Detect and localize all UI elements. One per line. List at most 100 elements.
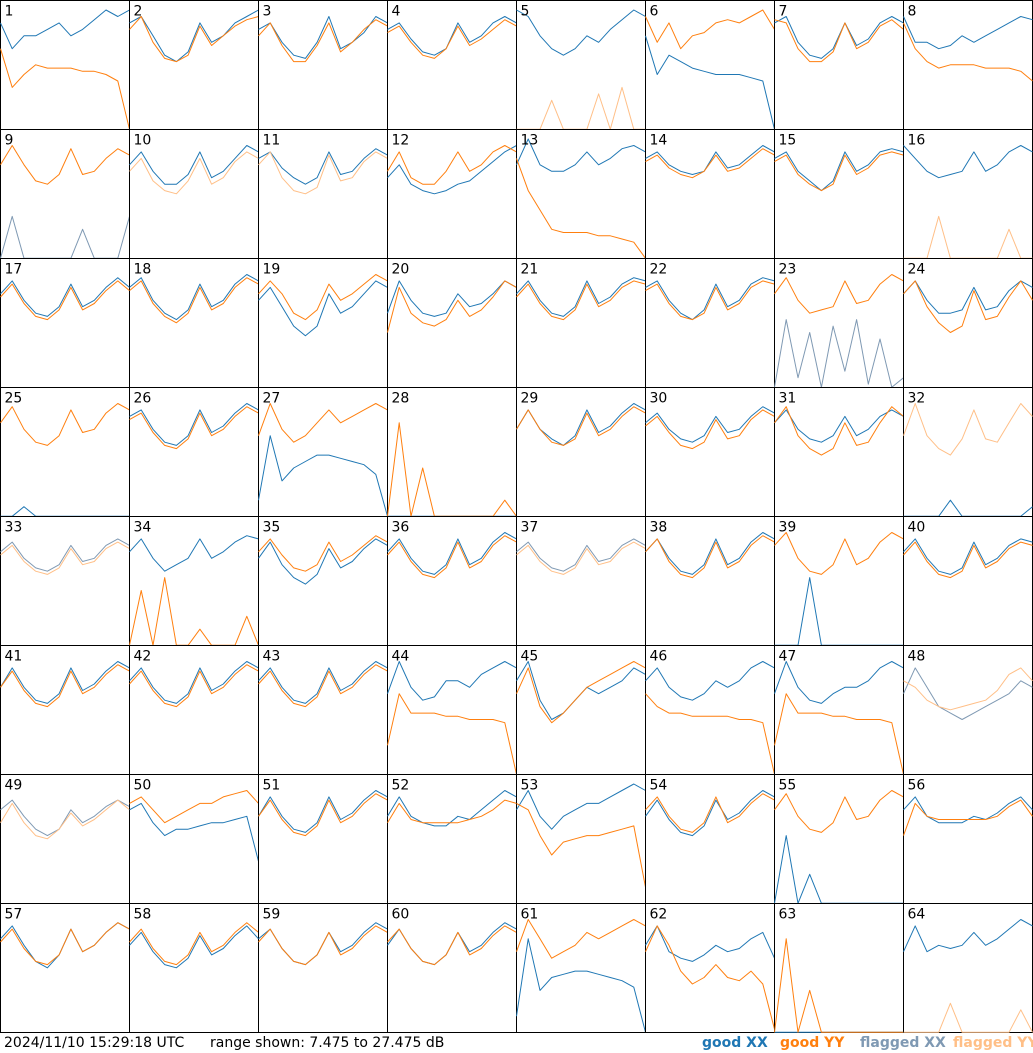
spectrum-trace	[645, 793, 775, 833]
panel-number: 14	[650, 133, 668, 149]
spectrum-trace	[0, 277, 130, 317]
panel-number: 57	[5, 907, 23, 923]
spectrum-trace	[387, 790, 517, 827]
panel-frame	[903, 903, 1033, 1033]
spectrum-trace	[645, 535, 775, 579]
spectrum-trace	[0, 922, 130, 966]
panel-frame	[774, 516, 904, 646]
spectrum-trace	[774, 148, 904, 192]
spectrum-trace	[0, 541, 130, 575]
panel-frame	[903, 645, 1033, 775]
panel-frame	[387, 387, 517, 517]
spectrum-trace	[258, 16, 388, 59]
panel-number: 9	[5, 133, 14, 149]
spectrum-trace	[129, 925, 259, 969]
panel-number: 17	[5, 262, 23, 278]
spectrum-trace	[516, 919, 646, 959]
spectrum-trace	[387, 799, 517, 824]
spectrum-trace	[645, 35, 775, 130]
panel-number: 22	[650, 262, 668, 278]
panel-frame	[129, 516, 259, 646]
spectrum-trace	[258, 925, 388, 966]
range-text: range shown: 7.475 to 27.475 dB	[210, 1035, 444, 1051]
spectrum-trace	[387, 925, 517, 966]
spectrum-trace	[258, 664, 388, 708]
spectrum-trace	[0, 9, 130, 50]
panel-frame	[516, 387, 646, 517]
panel-frame	[516, 516, 646, 646]
panel-number: 19	[263, 262, 281, 278]
spectrum-trace	[129, 664, 259, 708]
spectrum-trace	[387, 145, 517, 185]
spectrum-trace	[645, 925, 775, 962]
spectrum-trace	[516, 938, 646, 1033]
panel-number: 41	[5, 649, 23, 665]
spectrum-trace	[129, 9, 259, 63]
panel-number: 51	[263, 778, 281, 794]
panel-frame	[516, 774, 646, 904]
spectrum-trace	[0, 799, 130, 837]
panel-number: 33	[5, 520, 23, 536]
spectrum-trace	[903, 541, 1033, 579]
panel-number: 35	[263, 520, 281, 536]
panel-frame	[516, 258, 646, 388]
timestamp: 2024/11/10 15:29:18 UTC	[4, 1035, 184, 1051]
spectrum-trace	[258, 274, 388, 321]
spectrum-trace	[903, 22, 1033, 82]
spectrum-trace	[387, 19, 517, 59]
panel-number: 34	[134, 520, 152, 536]
panel-frame	[903, 774, 1033, 904]
spectrum-trace	[516, 138, 646, 172]
panel-number: 25	[5, 391, 23, 407]
spectrum-trace	[903, 145, 1033, 179]
spectrum-trace	[645, 277, 775, 321]
panel-number: 28	[392, 391, 410, 407]
panel-frame	[0, 258, 130, 388]
panel-number: 53	[521, 778, 539, 794]
panel-frame	[903, 387, 1033, 517]
panel-number: 50	[134, 778, 152, 794]
spectrum-trace	[516, 783, 646, 830]
panel-frame	[258, 129, 388, 259]
panel-number: 7	[779, 4, 788, 20]
spectrum-trace	[774, 151, 904, 192]
spectrum-trace	[516, 406, 646, 446]
spectrum-trace	[258, 790, 388, 833]
spectrum-trace	[645, 925, 775, 1030]
spectrum-trace	[645, 9, 775, 50]
panel-number: 13	[521, 133, 539, 149]
panel-number: 60	[392, 907, 410, 923]
panel-number: 4	[392, 4, 401, 20]
spectrum-trace	[129, 577, 259, 646]
panel-frame	[258, 903, 388, 1033]
spectrum-trace	[903, 16, 1033, 50]
spectrum-trace	[129, 16, 259, 63]
panel-frame	[387, 516, 517, 646]
panel-frame	[387, 645, 517, 775]
spectrum-trace	[516, 280, 646, 321]
panel-number: 18	[134, 262, 152, 278]
panel-number: 44	[392, 649, 410, 665]
spectrum-trace	[645, 661, 775, 701]
spectrum-trace	[258, 280, 388, 337]
spectrum-trace	[258, 403, 388, 443]
spectrum-trace	[0, 799, 130, 840]
spectrum-trace	[258, 435, 388, 517]
spectrum-trace	[387, 280, 517, 317]
spectrum-trace	[903, 538, 1033, 575]
panel-frame	[516, 0, 646, 130]
panel-number: 45	[521, 649, 539, 665]
panel-number: 31	[779, 391, 797, 407]
spectrum-trace	[903, 280, 1033, 333]
spectrum-trace	[903, 280, 1033, 314]
panel-number: 36	[392, 520, 410, 536]
spectrum-trace	[774, 319, 904, 388]
spectrum-trace	[129, 403, 259, 446]
panel-number: 6	[650, 4, 659, 20]
panel-number: 58	[134, 907, 152, 923]
spectrum-trace	[903, 667, 1033, 720]
spectrum-trace	[774, 19, 904, 63]
spectrum-trace	[258, 535, 388, 572]
spectrum-trace	[129, 535, 259, 572]
